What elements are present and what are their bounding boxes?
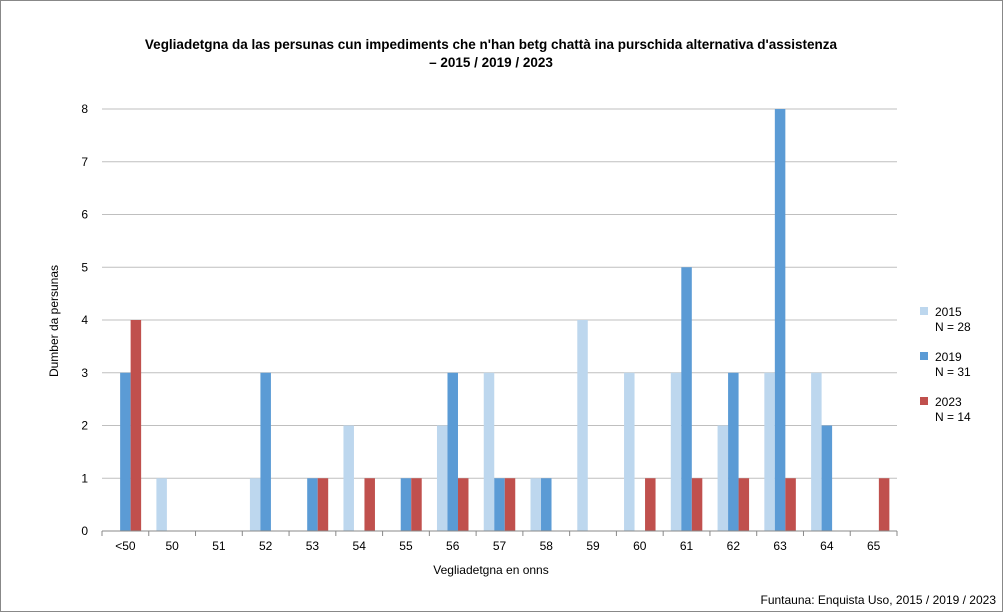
- bar-2023: [785, 478, 796, 531]
- chart-title: Vegliadetgna da las persunas cun impedim…: [145, 37, 838, 52]
- y-tick-label: 2: [81, 419, 88, 433]
- y-axis-label: Dumber da persunas: [47, 265, 61, 377]
- bar-2023: [738, 478, 750, 531]
- legend-swatch-2023: [920, 397, 928, 405]
- bar-2015: [436, 425, 448, 531]
- legend-note: N = 28: [935, 320, 971, 334]
- bar-2015: [811, 372, 822, 531]
- bar-2023: [130, 320, 142, 531]
- y-axis-ticks: 0 1 2 3 4 5 6 7 8: [81, 102, 88, 538]
- y-tick-label: 4: [81, 313, 88, 327]
- bar-2015: [483, 372, 495, 531]
- bar-2015: [624, 372, 635, 531]
- x-tick-label: 62: [727, 539, 741, 553]
- x-axis-label: Vegliadetgna en onns: [433, 563, 548, 577]
- bar-2023: [504, 478, 516, 531]
- bar-2019: [728, 372, 739, 531]
- bar-2019: [447, 372, 458, 531]
- bar-2023: [411, 478, 422, 531]
- bar-2019: [120, 372, 131, 531]
- x-tick-label: 64: [820, 539, 834, 553]
- bar-2015: [717, 425, 729, 531]
- gridlines: [102, 108, 897, 479]
- bar-2019: [260, 372, 271, 531]
- x-tick-label: 61: [680, 539, 694, 553]
- bar-2015: [343, 425, 354, 531]
- bar-2019: [541, 478, 552, 531]
- x-tick-label: 56: [446, 539, 460, 553]
- bar-2015: [577, 320, 588, 531]
- y-tick-label: 6: [81, 208, 88, 222]
- source-note: Funtauna: Enquista Uso, 2015 / 2019 / 20…: [760, 593, 996, 607]
- bar-2023: [457, 478, 469, 531]
- bar-2023: [364, 478, 375, 531]
- bar-2015: [530, 478, 542, 531]
- x-axis-ticks: <50 50 51 52 53 54 55 56 57 58 59 60 61 62 63 64 65: [101, 531, 898, 553]
- bars: [120, 109, 890, 531]
- x-tick-label: 58: [540, 539, 554, 553]
- bar-2023: [878, 478, 890, 531]
- bar-2015: [764, 372, 775, 531]
- x-tick-label: 53: [306, 539, 320, 553]
- bar-2019: [307, 478, 318, 531]
- y-tick-label: 7: [81, 155, 88, 169]
- bar-2019: [494, 478, 505, 531]
- y-tick-label: 0: [81, 524, 88, 538]
- chart-subtitle: – 2015 / 2019 / 2023: [429, 55, 553, 70]
- x-tick-label: 51: [212, 539, 226, 553]
- bar-2015: [249, 478, 261, 531]
- bar-2019: [821, 425, 833, 531]
- legend-note: N = 14: [935, 410, 971, 424]
- bar-2015: [156, 478, 167, 531]
- y-tick-label: 8: [81, 102, 88, 116]
- legend-label: 2015: [935, 305, 962, 319]
- bar-2023: [691, 478, 703, 531]
- legend-note: N = 31: [935, 365, 971, 379]
- y-tick-label: 1: [81, 471, 88, 485]
- bar-2023: [645, 478, 656, 531]
- x-tick-label: <50: [115, 539, 136, 553]
- x-tick-label: 55: [399, 539, 413, 553]
- y-tick-label: 3: [81, 366, 88, 380]
- legend-swatch-2015: [920, 307, 928, 315]
- legend-swatch-2019: [920, 352, 928, 360]
- x-tick-label: 52: [259, 539, 273, 553]
- legend-label: 2023: [935, 395, 962, 409]
- y-tick-label: 5: [81, 260, 88, 274]
- bar-2015: [670, 372, 682, 531]
- x-tick-label: 54: [353, 539, 367, 553]
- bar-2019: [774, 109, 786, 531]
- x-tick-label: 63: [773, 539, 787, 553]
- bar-2019: [400, 478, 412, 531]
- x-tick-label: 59: [586, 539, 600, 553]
- x-tick-label: 57: [493, 539, 507, 553]
- bar-2019: [681, 267, 692, 531]
- x-tick-label: 65: [867, 539, 881, 553]
- x-tick-label: 50: [165, 539, 179, 553]
- x-tick-label: 60: [633, 539, 647, 553]
- bar-2023: [317, 478, 329, 531]
- legend-label: 2019: [935, 350, 962, 364]
